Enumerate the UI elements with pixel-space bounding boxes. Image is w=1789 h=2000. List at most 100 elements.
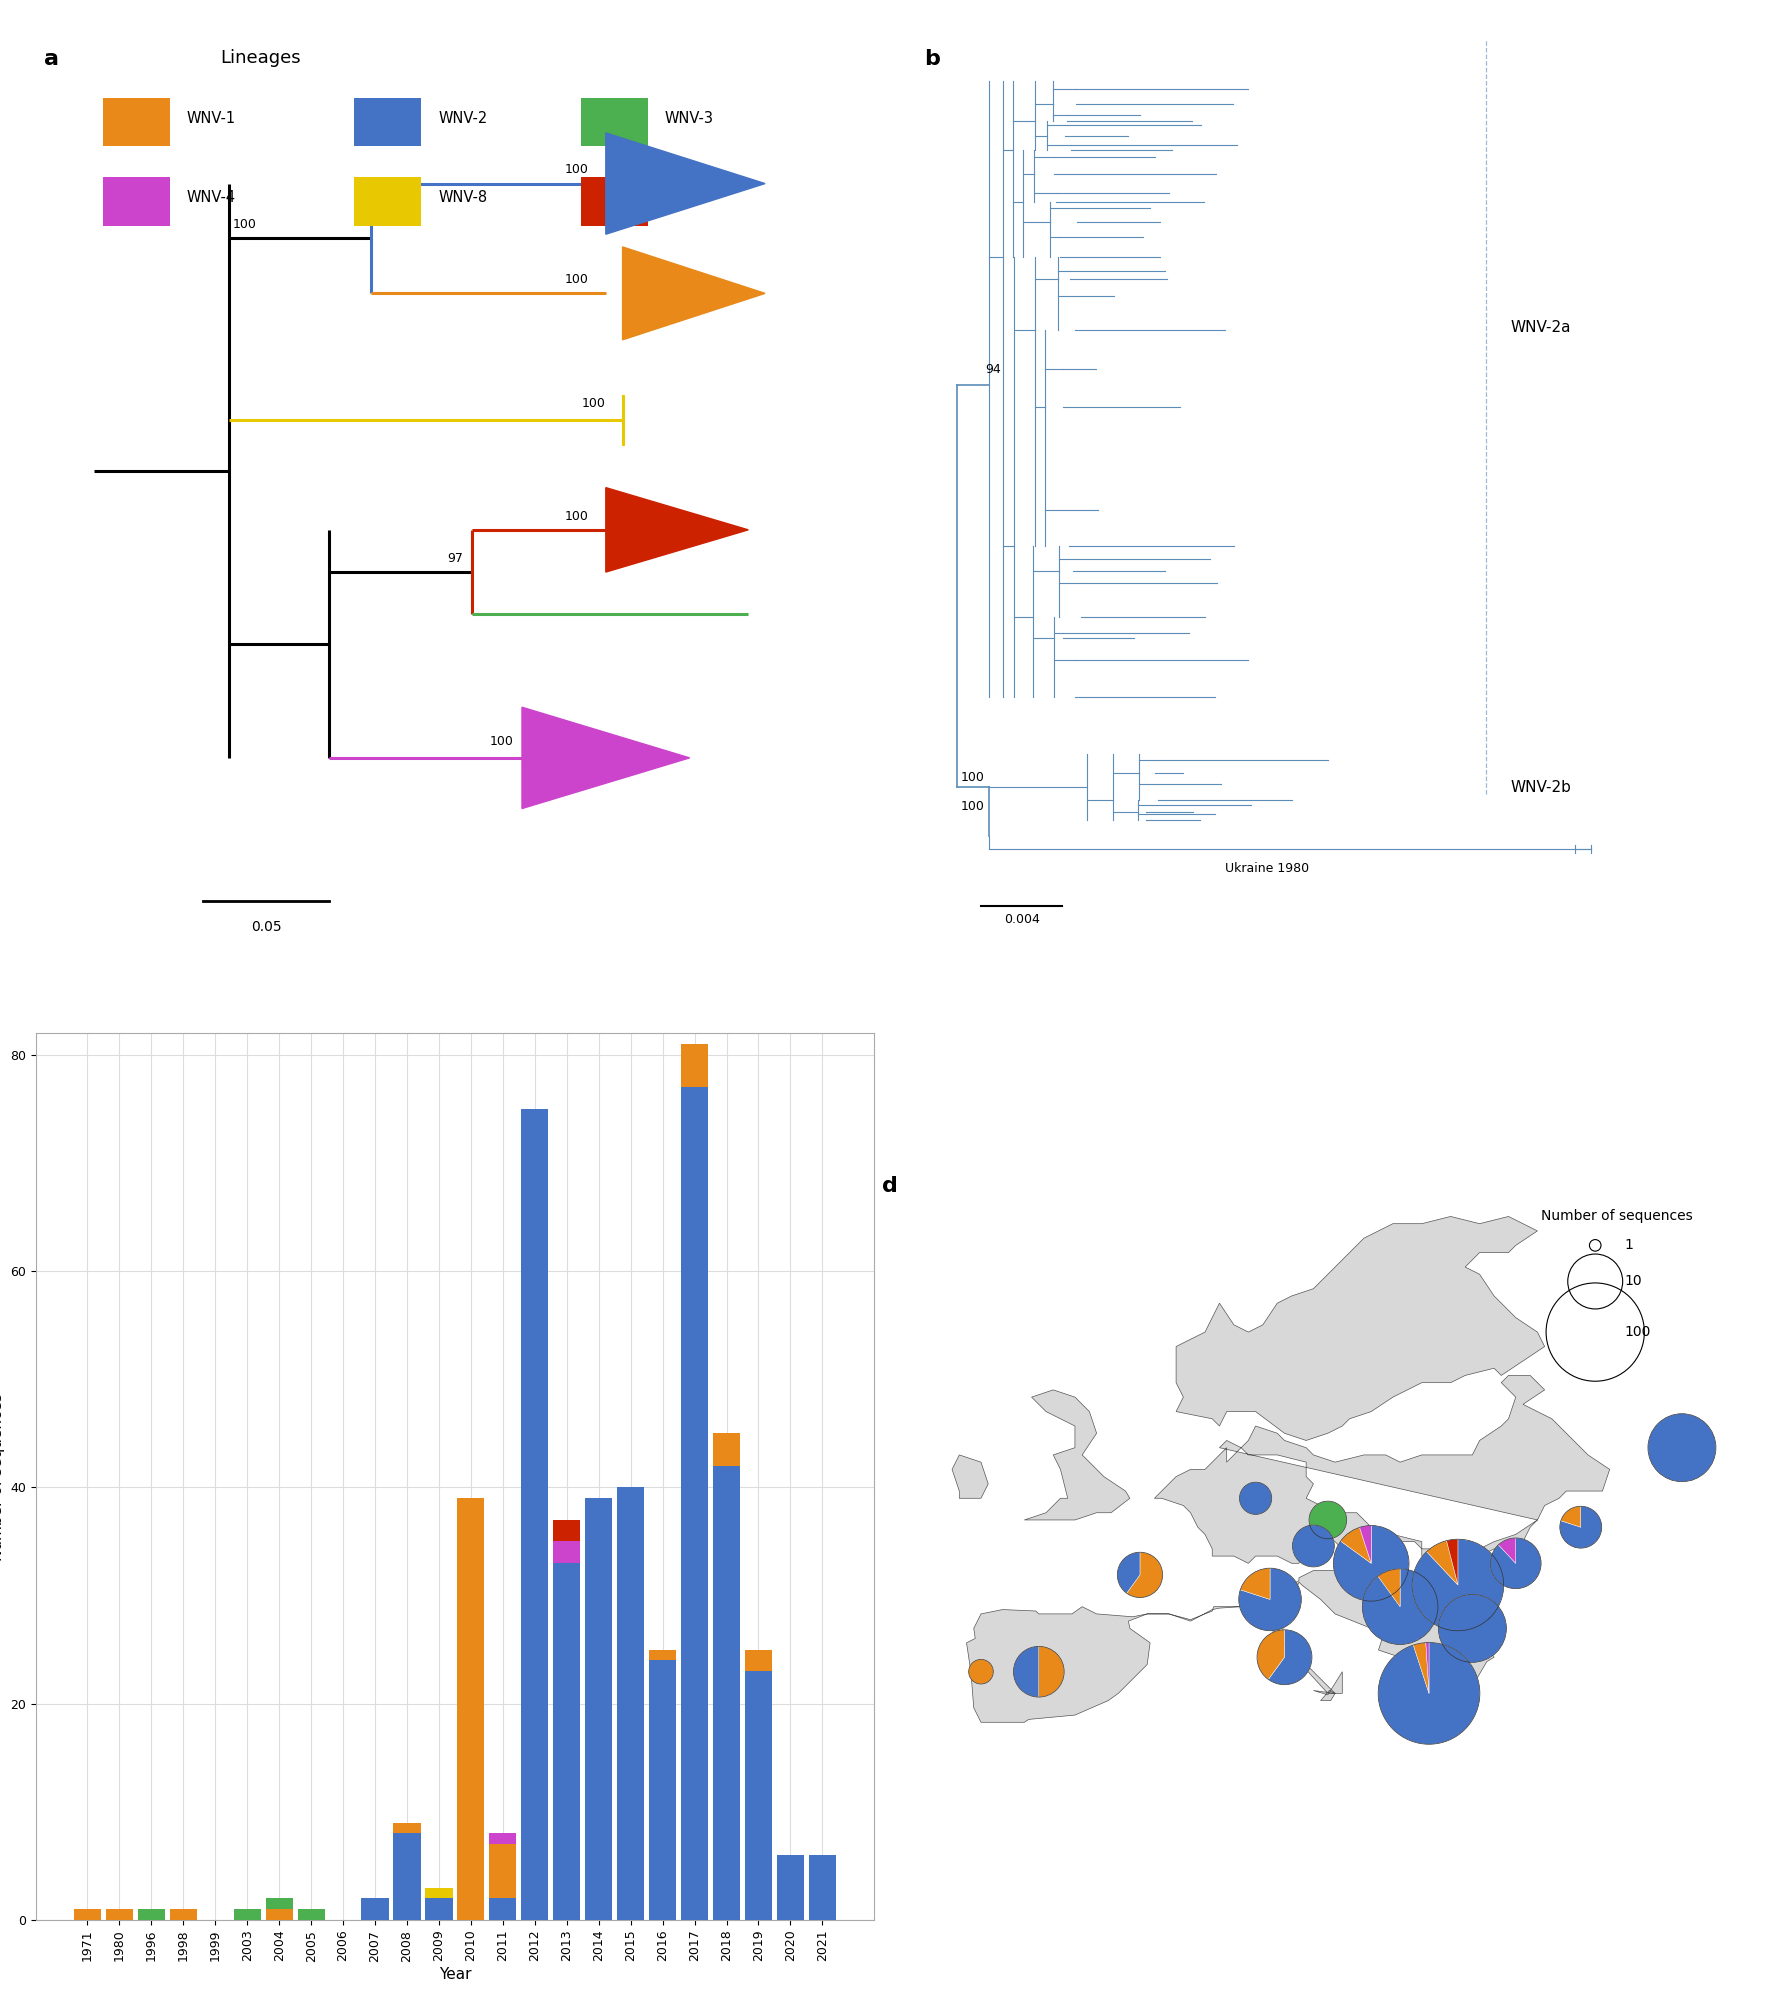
Text: 100: 100	[961, 770, 984, 784]
Bar	[680, 1044, 708, 1088]
X-axis label: Year: Year	[438, 1968, 471, 1982]
Text: WNV-9: WNV-9	[664, 190, 714, 206]
Bar	[712, 1434, 739, 1466]
Wedge shape	[1497, 1538, 1515, 1564]
Wedge shape	[1360, 1526, 1370, 1564]
Text: WNV-3: WNV-3	[664, 110, 714, 126]
Bar	[649, 1650, 676, 1660]
Text: WNV-8: WNV-8	[438, 190, 487, 206]
Text: 100: 100	[233, 218, 256, 232]
Bar	[73, 1910, 100, 1920]
Bar	[776, 1856, 803, 1920]
Wedge shape	[1268, 1630, 1311, 1684]
Polygon shape	[952, 1454, 988, 1498]
Text: Number of sequences: Number of sequences	[1540, 1210, 1692, 1224]
Bar	[744, 1672, 771, 1920]
Text: 100: 100	[1623, 1326, 1649, 1340]
Text: 100: 100	[490, 736, 513, 748]
Wedge shape	[1426, 1642, 1428, 1694]
Bar	[553, 1542, 580, 1564]
Polygon shape	[623, 246, 764, 340]
Bar	[265, 1910, 293, 1920]
Text: 0.05: 0.05	[250, 920, 281, 934]
Text: WNV-2b: WNV-2b	[1510, 780, 1571, 794]
FancyBboxPatch shape	[102, 98, 170, 146]
Text: 100: 100	[565, 164, 589, 176]
Wedge shape	[1238, 1568, 1301, 1630]
Text: Ukraine 1980: Ukraine 1980	[1224, 862, 1308, 874]
Text: 1: 1	[1623, 1238, 1632, 1252]
Text: 10: 10	[1623, 1274, 1641, 1288]
Polygon shape	[1175, 1216, 1544, 1440]
Bar	[265, 1898, 293, 1910]
Bar	[394, 1834, 420, 1920]
Polygon shape	[1154, 1376, 1608, 1564]
Text: 0.004: 0.004	[1004, 912, 1039, 926]
Wedge shape	[1333, 1526, 1408, 1602]
Polygon shape	[1023, 1390, 1129, 1520]
Bar	[361, 1898, 388, 1920]
Wedge shape	[1413, 1642, 1428, 1694]
Wedge shape	[1340, 1528, 1370, 1564]
FancyBboxPatch shape	[580, 98, 648, 146]
Text: a: a	[45, 48, 59, 68]
Bar	[553, 1520, 580, 1542]
Bar	[649, 1660, 676, 1920]
Text: 94: 94	[984, 362, 1000, 376]
Wedge shape	[1378, 1568, 1399, 1606]
Text: 100: 100	[961, 800, 984, 814]
FancyBboxPatch shape	[354, 178, 420, 226]
Text: 100: 100	[565, 274, 589, 286]
Bar	[553, 1564, 580, 1920]
Bar	[297, 1910, 324, 1920]
Wedge shape	[1256, 1630, 1285, 1680]
Wedge shape	[1116, 1552, 1140, 1594]
Bar	[488, 1844, 517, 1898]
Wedge shape	[1446, 1540, 1456, 1584]
Text: Lineages: Lineages	[220, 48, 301, 66]
Bar	[488, 1898, 517, 1920]
Bar	[170, 1910, 197, 1920]
Bar	[617, 1488, 644, 1920]
Polygon shape	[522, 708, 689, 808]
Y-axis label: Number of sequences: Number of sequences	[0, 1392, 5, 1560]
Polygon shape	[966, 1570, 1494, 1722]
Bar	[426, 1898, 453, 1920]
Wedge shape	[1013, 1646, 1038, 1698]
Wedge shape	[1308, 1502, 1345, 1538]
FancyBboxPatch shape	[354, 98, 420, 146]
Wedge shape	[1648, 1414, 1716, 1482]
Bar	[680, 1088, 708, 1920]
Bar	[106, 1910, 132, 1920]
Text: WNV-2: WNV-2	[438, 110, 487, 126]
Wedge shape	[1412, 1540, 1503, 1630]
Wedge shape	[1240, 1568, 1270, 1600]
Bar	[744, 1650, 771, 1672]
Bar	[456, 1498, 485, 1920]
Polygon shape	[605, 488, 748, 572]
Wedge shape	[1490, 1538, 1540, 1588]
Bar	[394, 1822, 420, 1834]
Wedge shape	[1426, 1540, 1456, 1584]
Wedge shape	[1292, 1526, 1333, 1566]
Text: 100: 100	[581, 398, 605, 410]
Polygon shape	[605, 132, 764, 234]
Wedge shape	[1378, 1642, 1480, 1744]
Text: b: b	[923, 48, 939, 68]
FancyBboxPatch shape	[102, 178, 170, 226]
Wedge shape	[1125, 1552, 1163, 1598]
Wedge shape	[1038, 1646, 1064, 1698]
Bar	[521, 1108, 547, 1920]
Wedge shape	[1560, 1506, 1580, 1528]
Text: 100: 100	[565, 510, 589, 522]
Bar	[426, 1888, 453, 1898]
Wedge shape	[1361, 1568, 1437, 1644]
Wedge shape	[968, 1660, 993, 1684]
FancyBboxPatch shape	[580, 178, 648, 226]
Bar	[712, 1466, 739, 1920]
Text: d: d	[882, 1176, 898, 1196]
Text: WNV-4: WNV-4	[186, 190, 236, 206]
Text: WNV-1: WNV-1	[186, 110, 236, 126]
Bar	[234, 1910, 261, 1920]
Bar	[585, 1498, 612, 1920]
